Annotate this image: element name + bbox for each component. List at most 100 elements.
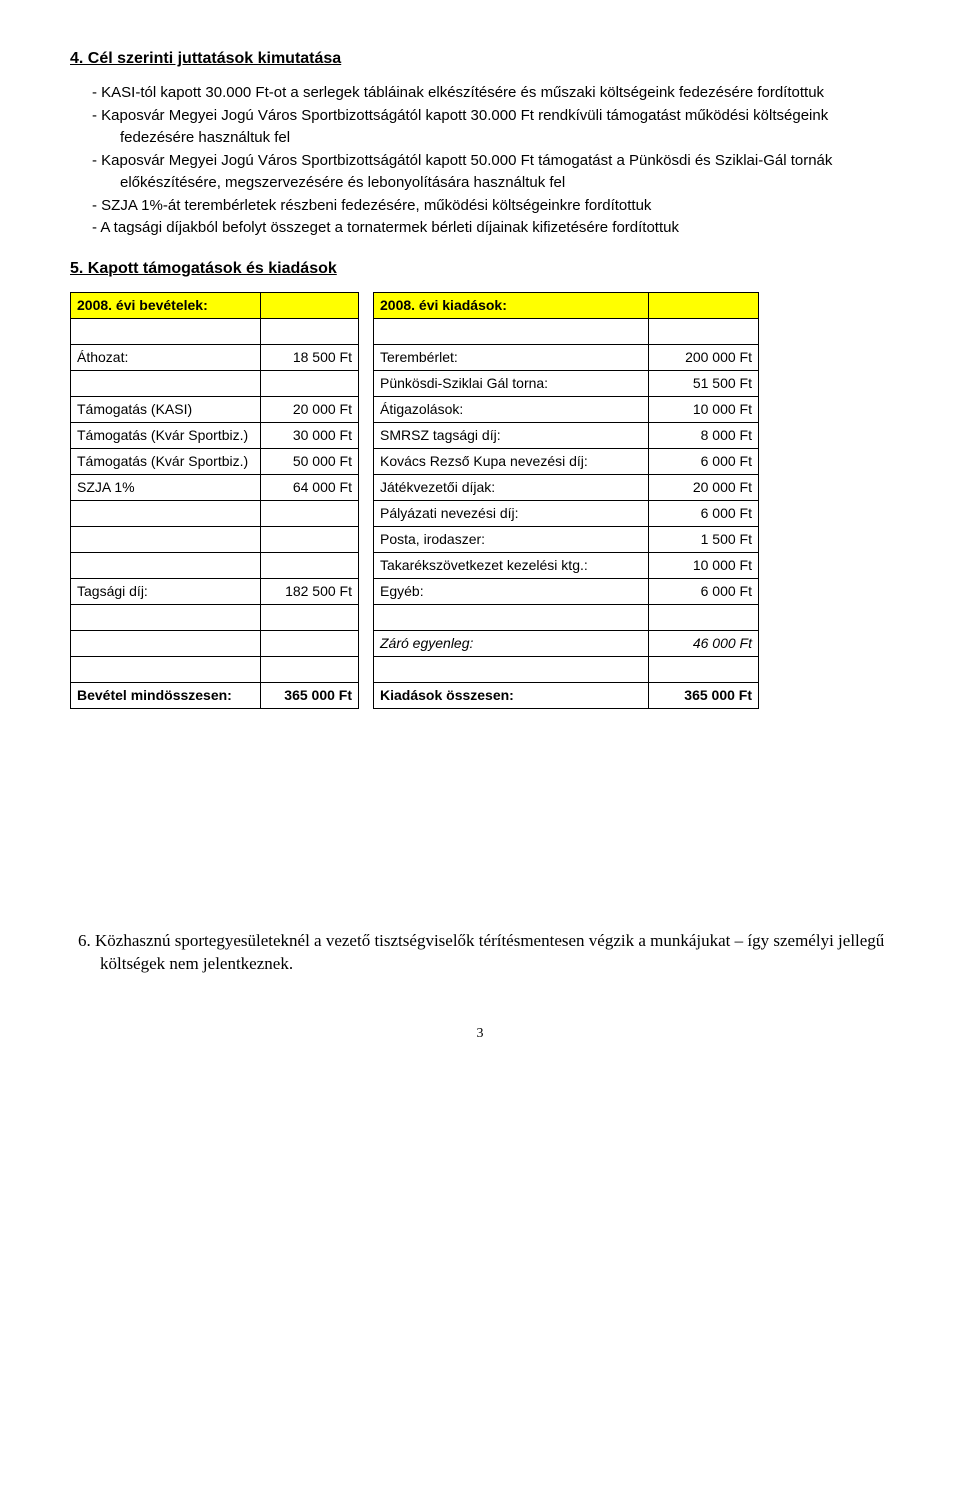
table-row: [71, 604, 359, 630]
income-value: [261, 630, 359, 656]
expense-label: Takarékszövetkezet kezelési ktg.:: [374, 552, 649, 578]
expense-value: 46 000 Ft: [649, 630, 759, 656]
table-row: [71, 526, 359, 552]
expense-label: Záró egyenleg:: [374, 630, 649, 656]
expense-label: Egyéb:: [374, 578, 649, 604]
table-row: Tagsági díj:182 500 Ft: [71, 578, 359, 604]
expense-value: 20 000 Ft: [649, 474, 759, 500]
expense-label: [374, 318, 649, 344]
income-label: [71, 318, 261, 344]
expense-value: 1 500 Ft: [649, 526, 759, 552]
section-4-heading: 4. Cél szerinti juttatások kimutatása: [70, 50, 890, 68]
tables-container: 2008. évi bevételek: Áthozat:18 500 Ft Tám…: [70, 292, 890, 709]
income-value: 64 000 Ft: [261, 474, 359, 500]
expense-label: Terembérlet:: [374, 344, 649, 370]
section-4-bullet-3: - Kaposvár Megyei Jogú Város Sportbizott…: [120, 150, 890, 195]
table-row: Posta, irodaszer:1 500 Ft: [374, 526, 759, 552]
expense-value: 6 000 Ft: [649, 448, 759, 474]
table-row: [71, 500, 359, 526]
income-total-label: Bevétel mindösszesen:: [71, 682, 261, 708]
income-label: Tagsági díj:: [71, 578, 261, 604]
expense-header-label: 2008. évi kiadások:: [374, 292, 649, 318]
income-label: [71, 630, 261, 656]
expense-label: Posta, irodaszer:: [374, 526, 649, 552]
income-value: 182 500 Ft: [261, 578, 359, 604]
expense-total-value: 365 000 Ft: [649, 682, 759, 708]
income-value: 50 000 Ft: [261, 448, 359, 474]
income-value: [261, 526, 359, 552]
table-row: Pályázati nevezési díj:6 000 Ft: [374, 500, 759, 526]
income-value: 20 000 Ft: [261, 396, 359, 422]
income-label: Áthozat:: [71, 344, 261, 370]
table-row: [71, 552, 359, 578]
section-6-note: 6. Közhasznú sportegyesületeknél a vezet…: [70, 929, 890, 977]
table-row: SZJA 1%64 000 Ft: [71, 474, 359, 500]
table-row: Takarékszövetkezet kezelési ktg.:10 000 …: [374, 552, 759, 578]
section-4-bullet-1: - KASI-tól kapott 30.000 Ft-ot a serlege…: [120, 82, 890, 105]
expenses-table: 2008. évi kiadások: Terembérlet:200 000 F…: [373, 292, 759, 709]
expense-label: SMRSZ tagsági díj:: [374, 422, 649, 448]
table-row: [71, 656, 359, 682]
expense-label: [374, 656, 649, 682]
income-label: [71, 370, 261, 396]
expense-label: Pályázati nevezési díj:: [374, 500, 649, 526]
income-label: [71, 656, 261, 682]
income-label: Támogatás (Kvár Sportbiz.): [71, 448, 261, 474]
income-value: [261, 552, 359, 578]
expense-label: Kovács Rezső Kupa nevezési díj:: [374, 448, 649, 474]
table-row: Áthozat:18 500 Ft: [71, 344, 359, 370]
income-label: SZJA 1%: [71, 474, 261, 500]
table-row: Egyéb:6 000 Ft: [374, 578, 759, 604]
expense-value: 8 000 Ft: [649, 422, 759, 448]
income-label: [71, 526, 261, 552]
expense-total-row: Kiadások összesen:365 000 Ft: [374, 682, 759, 708]
page-number: 3: [70, 1026, 890, 1042]
expense-value: 6 000 Ft: [649, 500, 759, 526]
income-header-label: 2008. évi bevételek:: [71, 292, 261, 318]
table-row: SMRSZ tagsági díj:8 000 Ft: [374, 422, 759, 448]
table-row: [374, 656, 759, 682]
section-5-heading: 5. Kapott támogatások és kiadások: [70, 260, 890, 278]
income-value: [261, 604, 359, 630]
table-row: Kovács Rezső Kupa nevezési díj:6 000 Ft: [374, 448, 759, 474]
table-header-row: 2008. évi kiadások:: [374, 292, 759, 318]
table-row: [71, 370, 359, 396]
income-value: [261, 656, 359, 682]
table-row: [71, 318, 359, 344]
income-label: [71, 500, 261, 526]
expense-label: Játékvezetői díjak:: [374, 474, 649, 500]
expense-value: 10 000 Ft: [649, 552, 759, 578]
income-table: 2008. évi bevételek: Áthozat:18 500 Ft Tám…: [70, 292, 359, 709]
section-4-bullet-4: - SZJA 1%-át terembérletek részbeni fede…: [120, 195, 890, 218]
table-row: Záró egyenleg:46 000 Ft: [374, 630, 759, 656]
income-total-value: 365 000 Ft: [261, 682, 359, 708]
table-row: [374, 604, 759, 630]
section-4-bullet-2: - Kaposvár Megyei Jogú Város Sportbizott…: [120, 105, 890, 150]
expense-value: [649, 656, 759, 682]
expense-header-blank: [649, 292, 759, 318]
income-label: Támogatás (Kvár Sportbiz.): [71, 422, 261, 448]
expense-label: Átigazolások:: [374, 396, 649, 422]
income-value: [261, 370, 359, 396]
expense-value: [649, 604, 759, 630]
income-value: 18 500 Ft: [261, 344, 359, 370]
table-row: Támogatás (KASI)20 000 Ft: [71, 396, 359, 422]
income-value: [261, 318, 359, 344]
table-row: [71, 630, 359, 656]
expense-value: 6 000 Ft: [649, 578, 759, 604]
income-label: [71, 552, 261, 578]
table-header-row: 2008. évi bevételek:: [71, 292, 359, 318]
expense-value: 51 500 Ft: [649, 370, 759, 396]
expense-value: 10 000 Ft: [649, 396, 759, 422]
expense-label: [374, 604, 649, 630]
expense-total-label: Kiadások összesen:: [374, 682, 649, 708]
table-row: Átigazolások:10 000 Ft: [374, 396, 759, 422]
income-value: 30 000 Ft: [261, 422, 359, 448]
income-total-row: Bevétel mindösszesen:365 000 Ft: [71, 682, 359, 708]
income-value: [261, 500, 359, 526]
expense-value: 200 000 Ft: [649, 344, 759, 370]
table-row: Pünkösdi-Sziklai Gál torna:51 500 Ft: [374, 370, 759, 396]
expense-value: [649, 318, 759, 344]
section-4-bullet-5: - A tagsági díjakból befolyt összeget a …: [120, 217, 890, 240]
table-row: Játékvezetői díjak:20 000 Ft: [374, 474, 759, 500]
